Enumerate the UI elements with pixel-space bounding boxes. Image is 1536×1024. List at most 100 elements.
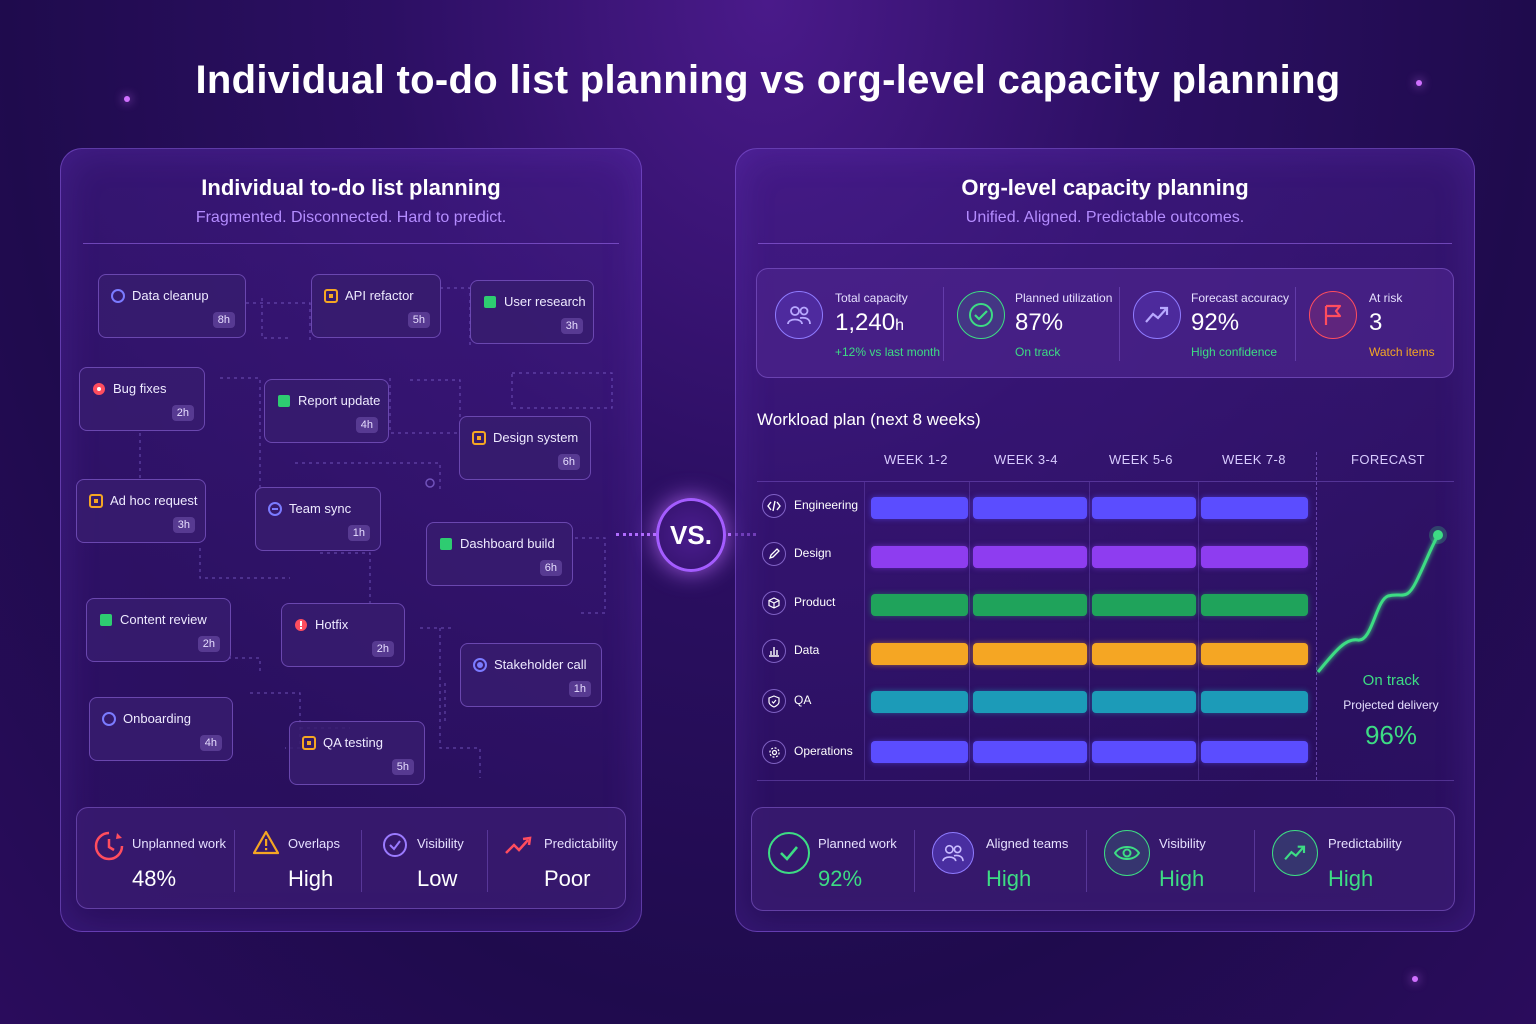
task-card[interactable]: Bug fixes 2h xyxy=(79,367,205,431)
column-header: WEEK 7-8 xyxy=(1222,452,1286,467)
task-hours: 6h xyxy=(557,454,580,470)
workload-bar xyxy=(973,594,1087,616)
eye-icon xyxy=(1104,830,1150,876)
stat-value: Poor xyxy=(544,866,591,891)
kpi-planned-utilization: Planned utilization 87% On track xyxy=(957,269,1117,379)
kpi-label: Total capacity xyxy=(835,291,908,305)
task-card[interactable]: Design system 6h xyxy=(459,416,591,480)
workload-bar xyxy=(1092,497,1196,519)
task-hours: 3h xyxy=(172,517,195,533)
task-card[interactable]: Onboarding 4h xyxy=(89,697,233,761)
workload-bar xyxy=(1201,741,1308,763)
task-card[interactable]: Stakeholder call 1h xyxy=(460,643,602,707)
workload-bar xyxy=(1201,643,1308,665)
square-filled-icon xyxy=(440,538,452,550)
task-hours: 4h xyxy=(355,417,378,433)
task-card[interactable]: Data cleanup 8h xyxy=(98,274,246,338)
stat-divider xyxy=(914,830,915,892)
forecast-divider xyxy=(1316,452,1317,780)
stat-label: Predictability xyxy=(1328,836,1402,851)
right-panel-subtitle: Unified. Aligned. Predictable outcomes. xyxy=(965,209,1245,226)
stat-planned-work: Planned work 92% xyxy=(768,808,918,912)
column-header: WEEK 1-2 xyxy=(884,452,948,467)
task-card[interactable]: Team sync 1h xyxy=(255,487,381,551)
forecast-trend-line xyxy=(1316,534,1440,673)
kpi-divider xyxy=(1295,287,1296,361)
team-name: Data xyxy=(794,643,820,657)
task-hours: 5h xyxy=(407,312,430,328)
unplanned-clock-icon xyxy=(94,831,124,861)
task-hours: 2h xyxy=(371,641,394,657)
workload-bar xyxy=(973,643,1087,665)
task-card[interactable]: User research 3h xyxy=(470,280,594,344)
workload-bar xyxy=(973,741,1087,763)
workload-bar xyxy=(871,643,968,665)
gear-icon xyxy=(762,740,786,764)
minus-circle-icon xyxy=(268,502,282,516)
forecast-label: Projected delivery xyxy=(1343,698,1439,712)
kpi-total-capacity: Total capacity 1,240h +12% vs last month xyxy=(775,269,945,379)
task-card[interactable]: API refactor 5h xyxy=(311,274,441,338)
task-card[interactable]: Ad hoc request 3h xyxy=(76,479,206,543)
workload-bar xyxy=(1092,741,1196,763)
task-card[interactable]: QA testing 5h xyxy=(289,721,425,785)
main-title: Individual to-do list planning vs org-le… xyxy=(195,58,1341,102)
workload-bar xyxy=(871,497,968,519)
task-name: Stakeholder call xyxy=(494,657,587,672)
task-name: QA testing xyxy=(323,735,383,750)
task-hours: 2h xyxy=(197,636,220,652)
task-name: Data cleanup xyxy=(132,288,209,303)
stat-label: Unplanned work xyxy=(132,836,226,851)
task-card[interactable]: Hotfix 2h xyxy=(281,603,405,667)
grid-line xyxy=(757,481,1454,482)
kpi-note: On track xyxy=(1015,345,1061,359)
forecast-status: On track xyxy=(1362,672,1420,689)
task-hours: 5h xyxy=(391,759,414,775)
stat-visibility: Visibility High xyxy=(1104,808,1254,912)
square-outline-icon xyxy=(324,289,338,303)
square-outline-icon xyxy=(302,736,316,750)
workload-bar xyxy=(1092,643,1196,665)
kpi-value: 92% xyxy=(1191,309,1240,336)
task-card[interactable]: Content review 2h xyxy=(86,598,231,662)
task-hours: 1h xyxy=(347,525,370,541)
trend-line-icon xyxy=(505,836,532,854)
task-name: Dashboard build xyxy=(460,536,555,551)
workload-bar xyxy=(871,691,968,713)
task-name: Ad hoc request xyxy=(110,493,198,508)
task-card[interactable]: Dashboard build 6h xyxy=(426,522,573,586)
task-name: Bug fixes xyxy=(113,381,167,396)
kpi-note: +12% vs last month xyxy=(835,345,941,359)
stat-value: High xyxy=(288,866,334,891)
circle-outline-icon xyxy=(102,712,116,726)
stat-label: Visibility xyxy=(417,836,464,851)
check-circle-icon xyxy=(383,833,407,857)
square-outline-icon xyxy=(89,494,103,508)
people-icon xyxy=(775,291,823,339)
red-dot-icon xyxy=(93,383,105,395)
stat-overlaps: Overlaps High xyxy=(253,808,363,910)
kpi-label: At risk xyxy=(1369,291,1403,305)
dot-circle-icon xyxy=(473,658,487,672)
alert-circle-icon xyxy=(295,619,307,631)
task-card[interactable]: Report update 4h xyxy=(264,379,389,443)
kpi-forecast-accuracy: Forecast accuracy 92% High confidence xyxy=(1133,269,1293,379)
check-circle-icon xyxy=(957,291,1005,339)
stat-visibility: Visibility Low xyxy=(382,808,492,910)
stat-unplanned-work: Unplanned work 48% xyxy=(93,808,233,910)
left-panel-subtitle: Fragmented. Disconnected. Hard to predic… xyxy=(195,209,507,226)
stat-value: 48% xyxy=(132,866,177,891)
square-filled-icon xyxy=(484,296,496,308)
team-name: Product xyxy=(794,595,836,609)
circle-outline-icon xyxy=(111,289,125,303)
task-name: Design system xyxy=(493,430,579,445)
kpi-value: 87% xyxy=(1015,309,1064,336)
task-hours: 6h xyxy=(539,560,562,576)
task-hours: 1h xyxy=(568,681,591,697)
forecast-end-point xyxy=(1433,530,1443,540)
column-header: FORECAST xyxy=(1351,452,1425,467)
workload-bar xyxy=(1092,691,1196,713)
stat-predictability: Predictability High xyxy=(1272,808,1442,912)
kpi-label: Planned utilization xyxy=(1015,291,1113,305)
